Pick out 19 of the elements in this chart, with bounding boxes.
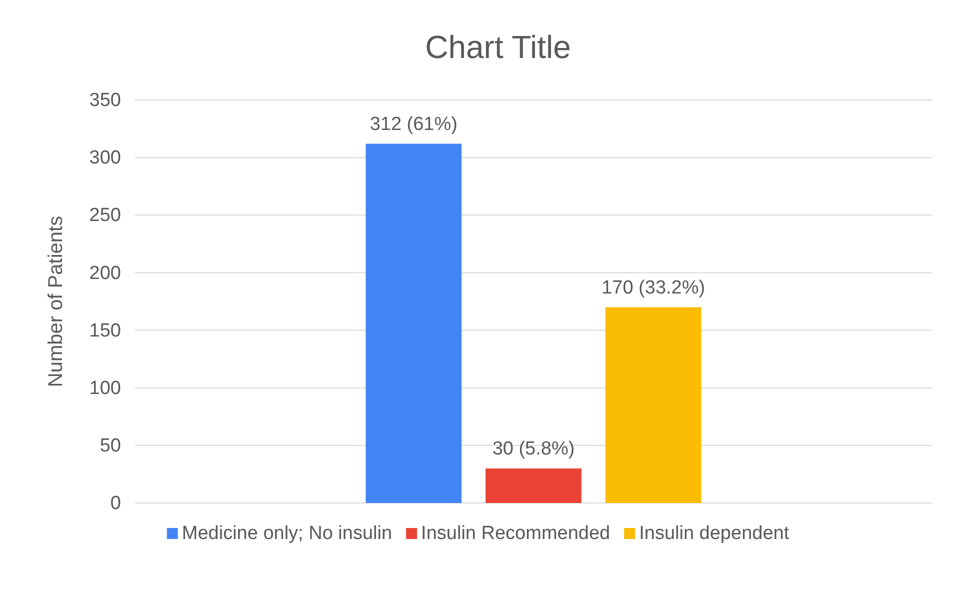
bar	[366, 144, 462, 503]
y-tick-label: 150	[89, 320, 121, 342]
y-tick-label: 350	[89, 90, 121, 112]
y-tick-label: 50	[100, 436, 121, 457]
data-label: 170 (33.2%)	[602, 277, 706, 298]
y-tick-label: 200	[89, 262, 121, 284]
y-axis-title: Number of Patients	[45, 216, 67, 388]
legend-label: Insulin Recommended	[421, 523, 610, 544]
y-tick-label: 0	[110, 493, 121, 514]
legend-label: Insulin dependent	[639, 523, 790, 544]
data-label: 312 (61%)	[370, 114, 458, 135]
y-tick-label: 100	[89, 378, 121, 399]
data-label: 30 (5.8%)	[492, 438, 575, 460]
bar	[605, 307, 702, 503]
legend-label: Medicine only; No insulin	[182, 523, 392, 544]
y-tick-label: 300	[89, 148, 121, 169]
bar	[486, 468, 582, 503]
chart-title: Chart Title	[425, 29, 571, 65]
y-tick-label: 250	[89, 205, 121, 226]
